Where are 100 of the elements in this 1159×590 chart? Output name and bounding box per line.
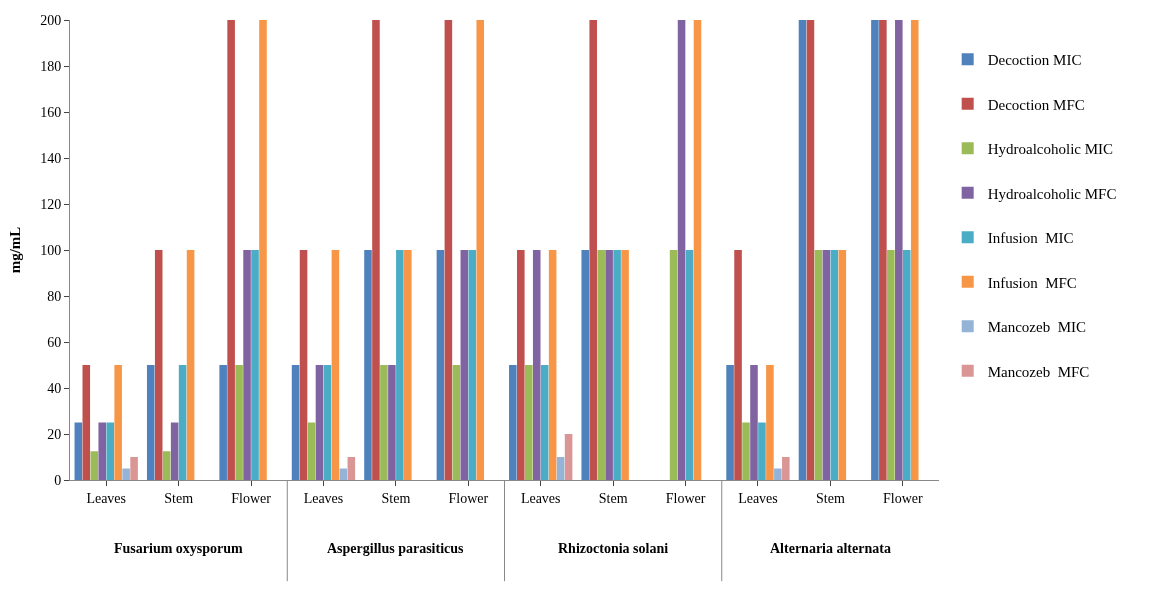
x-tick-label: Leaves (738, 490, 778, 506)
bar (532, 250, 541, 480)
bar (750, 365, 758, 480)
legend-label: Infusion MIC (987, 230, 1074, 247)
bar (613, 250, 621, 480)
bar (251, 250, 259, 480)
bar (114, 365, 122, 480)
text: Rhizoctonia solani (558, 541, 669, 556)
text: Fusarium oxysporum (114, 541, 244, 556)
bar (774, 468, 782, 480)
bar (581, 250, 590, 480)
bar (170, 422, 179, 480)
bar (871, 20, 879, 480)
bar (347, 457, 356, 480)
x-tick-label: Flower (882, 490, 923, 506)
bar (540, 365, 549, 480)
x-tick-label: Stem (381, 490, 411, 506)
bar (162, 451, 171, 480)
legend-label: Decoction MIC (987, 52, 1082, 69)
bar (910, 20, 919, 480)
x-tick-label: Flower (448, 490, 489, 506)
bar (589, 20, 597, 480)
legend-label: Mancozeb MIC (987, 319, 1086, 336)
legend-label: Hydroalcoholic MFC (987, 185, 1117, 202)
y-tick-label: 160 (40, 104, 62, 120)
bar (315, 365, 324, 480)
bar (307, 422, 316, 480)
legend-label: Decoction MFC (987, 96, 1085, 113)
bar (122, 468, 130, 480)
bar (605, 250, 613, 480)
y-tick-label: 120 (40, 196, 62, 212)
bar (564, 434, 573, 480)
bar (758, 422, 766, 480)
x-tick-label: Flower (231, 490, 272, 506)
bar (693, 20, 702, 480)
bar (677, 20, 686, 480)
bar (444, 20, 453, 480)
bar (669, 250, 678, 480)
bar (509, 365, 517, 480)
text: Aspergillus parasiticus (327, 541, 465, 556)
bar (621, 250, 629, 480)
x-tick-label: Flower (665, 490, 706, 506)
bar (154, 250, 163, 480)
bar (299, 250, 308, 480)
y-tick-label: 200 (40, 12, 62, 28)
bar (902, 250, 911, 480)
bar (814, 250, 823, 480)
bar (291, 365, 300, 480)
bar (380, 365, 388, 480)
x-tick-label: Stem (815, 490, 845, 506)
bar (323, 365, 332, 480)
bar (734, 250, 742, 480)
bar (556, 457, 565, 480)
bar (436, 250, 445, 480)
bar (742, 422, 750, 480)
bar (460, 250, 469, 480)
y-tick-label: 100 (40, 242, 62, 258)
bar (830, 250, 839, 480)
y-tick-label: 0 (54, 472, 62, 488)
bar (106, 422, 114, 480)
bar (782, 457, 790, 480)
bar (74, 422, 83, 480)
bar (98, 422, 107, 480)
bar (597, 250, 605, 480)
bar (130, 457, 138, 480)
bar (178, 365, 187, 480)
x-tick-label: Leaves (520, 490, 561, 506)
legend-label: Mancozeb MFC (987, 363, 1090, 380)
bar (887, 250, 895, 480)
bar (235, 365, 243, 480)
bar (517, 250, 525, 480)
bar (186, 250, 195, 480)
x-tick-label: Stem (164, 490, 194, 506)
x-tick-label: Leaves (86, 490, 127, 506)
y-tick-label: 60 (47, 334, 62, 350)
bar (90, 451, 99, 480)
bar (822, 250, 831, 480)
y-tick-label: 140 (40, 150, 62, 166)
x-tick-label: Stem (598, 490, 628, 506)
legend-label: Infusion MFC (987, 274, 1077, 291)
y-tick-label: 40 (47, 380, 62, 396)
bar (396, 250, 404, 480)
bar (404, 250, 412, 480)
y-tick-label: 20 (47, 426, 62, 442)
bar (146, 365, 155, 480)
bar (243, 250, 251, 480)
x-tick-label: Leaves (303, 490, 344, 506)
y-tick-label: 80 (47, 288, 62, 304)
bar (798, 20, 807, 480)
bar (259, 20, 267, 480)
bar (227, 20, 235, 480)
bar (372, 20, 380, 480)
bar (766, 365, 774, 480)
y-tick-label: 180 (40, 58, 62, 74)
bar (726, 365, 734, 480)
bar (685, 250, 694, 480)
bar (879, 20, 887, 480)
y-axis-title: mg/mL (7, 226, 24, 274)
bar (388, 365, 396, 480)
bar (548, 250, 557, 480)
